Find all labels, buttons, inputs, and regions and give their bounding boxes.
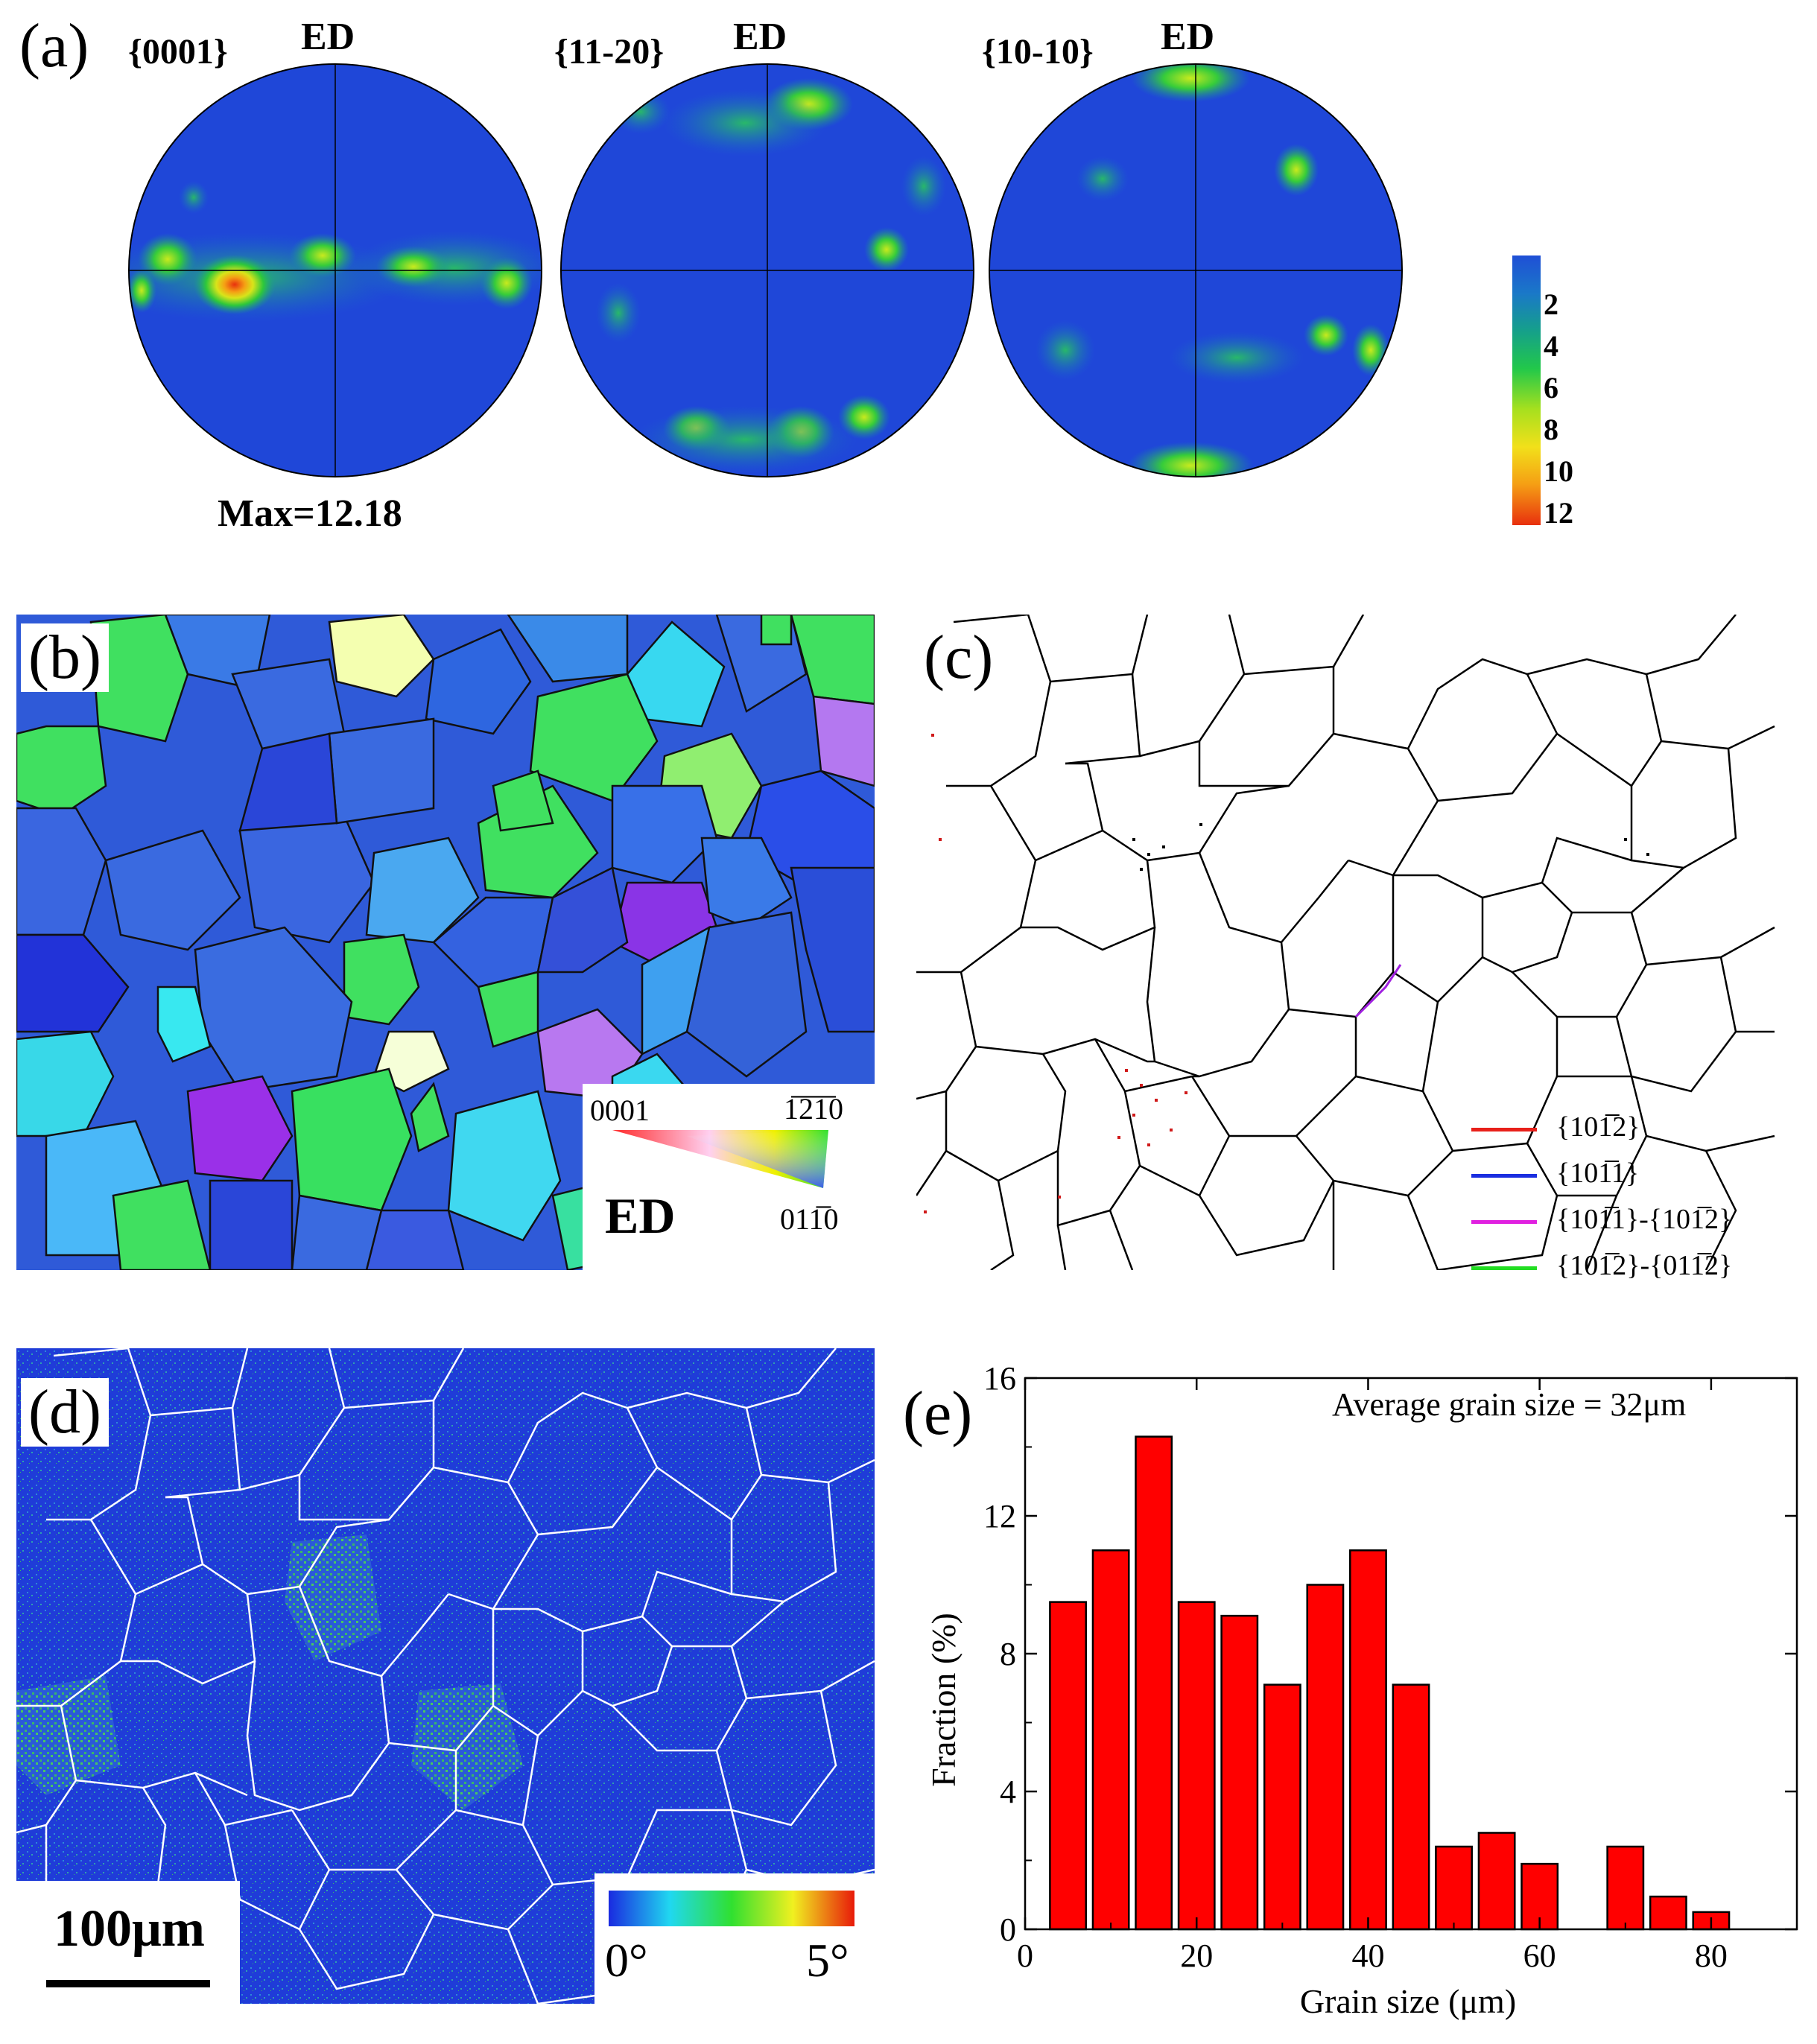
cbar-tick-4: 4 [1544, 329, 1558, 363]
legend-swatch-magenta [1471, 1219, 1537, 1224]
legend-label-1012-0112: {101̅2}-{011̅2} [1556, 1250, 1733, 1281]
panel-c-label: (c) [916, 623, 1001, 692]
kam-colorbar [594, 1873, 875, 2004]
legend-item-double-twin-2: {101̅2}-{011̅2} [1471, 1249, 1732, 1282]
pf1-axis: ED [301, 16, 355, 58]
pf2-title: {11-20} [554, 32, 665, 72]
cbar-tick-6: 6 [1544, 371, 1558, 404]
bar-20um [1177, 1601, 1216, 1931]
bar-55um [1477, 1832, 1516, 1931]
scale-bar-label: 100μm [54, 1900, 205, 1958]
y-tick-label: 4 [1000, 1774, 1016, 1810]
bar-30um [1263, 1683, 1301, 1931]
pole-figure-colorbar [1512, 256, 1541, 525]
average-grain-size-annotation: Average grain size = 32μm [1332, 1386, 1686, 1423]
pf2-axis: ED [733, 16, 787, 58]
legend-swatch-red [1471, 1127, 1537, 1132]
legend-item-twin-1012: {101̅2} [1471, 1111, 1640, 1143]
x-axis-label: Grain size (μm) [1300, 1982, 1516, 2020]
bar-25um [1220, 1614, 1259, 1931]
x-tick-label: 60 [1523, 1937, 1556, 1974]
bar-50um [1435, 1845, 1473, 1931]
kam-max-label: 5° [806, 1934, 849, 1987]
legend-label-1012: {101̅2} [1556, 1111, 1640, 1143]
legend-swatch-green [1471, 1266, 1537, 1270]
histogram-bars [1049, 1435, 1731, 1931]
legend-swatch-blue [1471, 1173, 1537, 1178]
panel-a: (a) [0, 0, 1817, 551]
y-tick-label: 16 [983, 1360, 1016, 1397]
x-tick-label: 40 [1351, 1937, 1384, 1974]
cbar-tick-12: 12 [1544, 496, 1573, 530]
y-tick-label: 0 [1000, 1911, 1016, 1948]
panel-d-label: (d) [21, 1378, 109, 1447]
grain-boundary-map [916, 615, 1775, 1270]
cbar-tick-8: 8 [1544, 413, 1558, 446]
y-tick-label: 8 [1000, 1636, 1016, 1672]
legend-label-1011-1012: {101̅1}-{101̅2} [1556, 1204, 1733, 1235]
cbar-tick-2: 2 [1544, 288, 1558, 321]
pole-figure-11-20 [560, 63, 974, 477]
pf3-title: {10-10} [982, 32, 1094, 72]
pole-figure-10-10 [989, 63, 1403, 477]
panel-e-label: (e) [903, 1379, 973, 1448]
x-tick-label: 0 [1017, 1937, 1033, 1974]
panel-a-label: (a) [19, 11, 89, 80]
grain-size-histogram: 0 20 40 60 80 0 4 8 12 16 Average grain size = 32… [925, 1360, 1798, 2020]
panel-e: 0 20 40 60 80 0 4 8 12 16 Average grain size = 32… [887, 1341, 1817, 2044]
bar-45um [1392, 1683, 1430, 1931]
ipf-color-key [583, 1084, 875, 1270]
ipf-key-axis: ED [605, 1187, 676, 1244]
pf1-title: {0001} [128, 32, 228, 72]
pf3-axis: ED [1161, 16, 1215, 58]
ipf-key-0001: 0001 [590, 1094, 650, 1127]
histogram-axes: 0 20 40 60 80 0 4 8 12 16 [983, 1360, 1798, 1974]
y-axis-label: Fraction (%) [925, 1613, 963, 1787]
panel-d: (d) 100μm 0° 5° [16, 1348, 875, 2004]
scale-bar [16, 1881, 240, 2004]
bar-35um [1306, 1584, 1345, 1931]
ipf-key-bottom-right: 011̅0 [780, 1202, 839, 1236]
cbar-tick-10: 10 [1544, 454, 1573, 488]
x-tick-label: 20 [1180, 1937, 1213, 1974]
bar-15um [1135, 1435, 1173, 1931]
ipf-key-top-right: 1̅2̅1̅0 [784, 1092, 843, 1126]
panel-b-label: (b) [21, 623, 109, 692]
y-tick-label: 12 [983, 1498, 1016, 1534]
pole-figures [128, 63, 1541, 525]
ipf-map [16, 615, 875, 1270]
legend-label-1011: {101̅1} [1556, 1158, 1640, 1189]
kam-min-label: 0° [605, 1934, 648, 1987]
bar-40um [1349, 1549, 1387, 1931]
legend-item-twin-1011: {101̅1} [1471, 1157, 1639, 1190]
bar-75um [1649, 1895, 1687, 1931]
bar-5um [1049, 1601, 1087, 1931]
bar-70um [1606, 1845, 1645, 1931]
kam-map [16, 1348, 875, 2004]
legend-item-double-twin-1: {101̅1}-{101̅2} [1471, 1203, 1732, 1236]
x-tick-label: 80 [1695, 1937, 1728, 1974]
pole-figure-0001 [128, 63, 542, 477]
panel-c: (c) {101̅2} {101̅1} {101̅1}-{101̅2} {101… [916, 615, 1780, 1281]
max-intensity: Max=12.18 [218, 492, 402, 535]
bar-10um [1091, 1549, 1130, 1931]
panel-b: (b) 0001 1̅2̅1̅0 011̅0 ED [16, 615, 875, 1270]
